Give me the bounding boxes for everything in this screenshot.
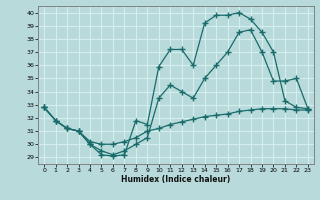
X-axis label: Humidex (Indice chaleur): Humidex (Indice chaleur): [121, 175, 231, 184]
